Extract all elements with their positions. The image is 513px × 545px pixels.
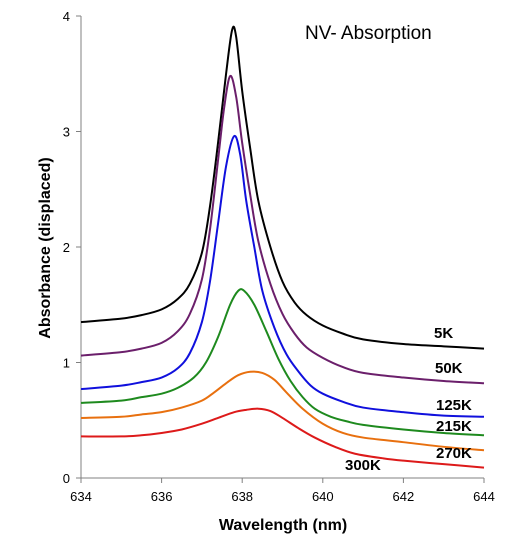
chart-title: NV- Absorption — [305, 23, 432, 44]
labels-layer: 5K 50K 125K 215K 270K 300K — [345, 325, 472, 474]
x-tick-label: 644 — [473, 489, 495, 504]
y-tick-label: 4 — [63, 9, 70, 24]
x-tick-label: 636 — [151, 489, 173, 504]
series-layer — [80, 25, 485, 469]
series-label-5k: 5K — [434, 325, 453, 342]
series-line-215k — [80, 288, 485, 437]
series-line-50k — [80, 74, 485, 385]
x-tick-label: 638 — [231, 489, 253, 504]
x-tick-label: 642 — [393, 489, 415, 504]
y-tick-label: 3 — [63, 125, 70, 140]
series-line-5k — [80, 25, 485, 350]
series-label-300k: 300K — [345, 457, 381, 474]
y-tick-label: 0 — [63, 471, 70, 486]
series-label-50k: 50K — [435, 360, 463, 377]
series-line-270k — [80, 370, 485, 452]
series-label-125k: 125K — [436, 397, 472, 414]
series-line-125k — [80, 134, 485, 418]
x-tick-label: 634 — [70, 489, 92, 504]
y-tick-label: 2 — [63, 240, 70, 255]
series-label-270k: 270K — [436, 445, 472, 462]
series-line-300k — [80, 407, 485, 469]
x-axis-title: Wavelength (nm) — [219, 517, 347, 534]
axes-layer: 0 1 2 3 4 634 636 638 640 642 644 — [63, 9, 495, 504]
y-tick-label: 1 — [63, 356, 70, 371]
y-axis-title: Absorbance (displaced) — [37, 157, 54, 338]
series-label-215k: 215K — [436, 418, 472, 435]
x-tick-label: 640 — [312, 489, 334, 504]
